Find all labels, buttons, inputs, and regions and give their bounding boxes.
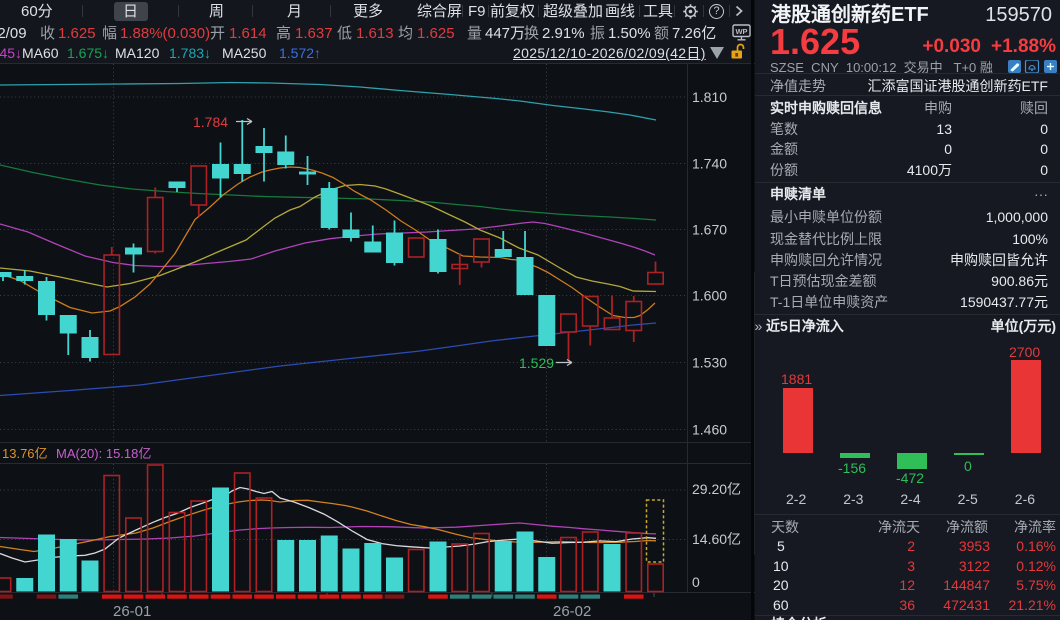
- svg-text:1.529: 1.529: [519, 355, 554, 371]
- svg-text:1.460: 1.460: [692, 422, 727, 438]
- svg-text:0: 0: [692, 574, 700, 590]
- svg-text:1.784: 1.784: [193, 114, 228, 130]
- svg-text:26-02: 26-02: [553, 603, 591, 620]
- svg-text:WP: WP: [735, 27, 747, 36]
- svg-text:1.530: 1.530: [692, 355, 727, 371]
- svg-text:1.810: 1.810: [692, 89, 727, 105]
- svg-text:1.600: 1.600: [692, 288, 727, 304]
- svg-text:26-01: 26-01: [113, 603, 151, 620]
- svg-text:14.60亿: 14.60亿: [692, 531, 741, 547]
- svg-text:1.670: 1.670: [692, 222, 727, 238]
- svg-text:1.740: 1.740: [692, 156, 727, 172]
- svg-text:29.20亿: 29.20亿: [692, 481, 741, 497]
